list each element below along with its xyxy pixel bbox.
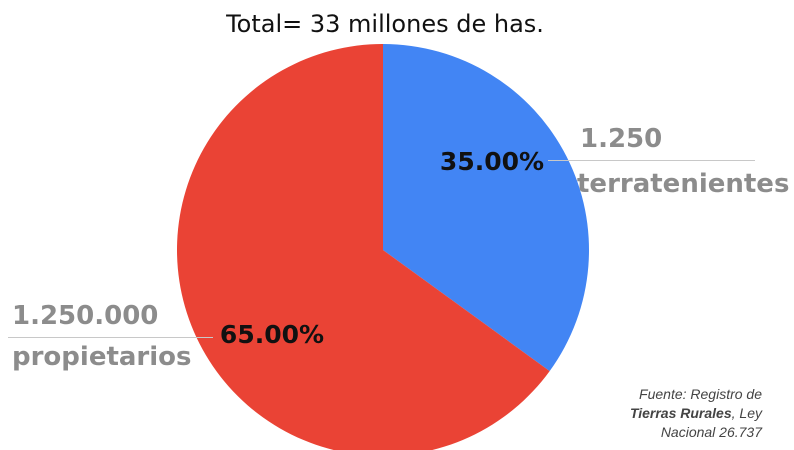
data-label-propietarios: 65.00% (220, 320, 324, 349)
pie-slice-terratenientes (383, 44, 589, 372)
terratenientes-group-label: terratenientes (577, 169, 790, 199)
chart-title: Total= 33 millones de has. (226, 10, 544, 38)
data-label-terratenientes: 35.00% (440, 147, 544, 176)
propietarios-count-label: 1.250.000 (12, 301, 159, 331)
source-note-line3: Nacional 26.737 (660, 424, 762, 440)
terratenientes-count-label: 1.250 (580, 124, 663, 154)
propietarios-leader-line (8, 337, 213, 338)
source-note-bold: Tierras Rurales (629, 405, 732, 421)
source-note-line1: Fuente: Registro de (639, 386, 762, 402)
terratenientes-leader-line (548, 160, 755, 161)
source-note: Fuente: Registro de Tierras Rurales, Ley… (542, 385, 762, 442)
propietarios-group-label: propietarios (12, 342, 192, 372)
source-note-line2-rest: , Ley (731, 405, 762, 421)
source-note-line2: Tierras Rurales, Ley (542, 404, 762, 423)
pie-slice-propietarios (177, 44, 550, 450)
